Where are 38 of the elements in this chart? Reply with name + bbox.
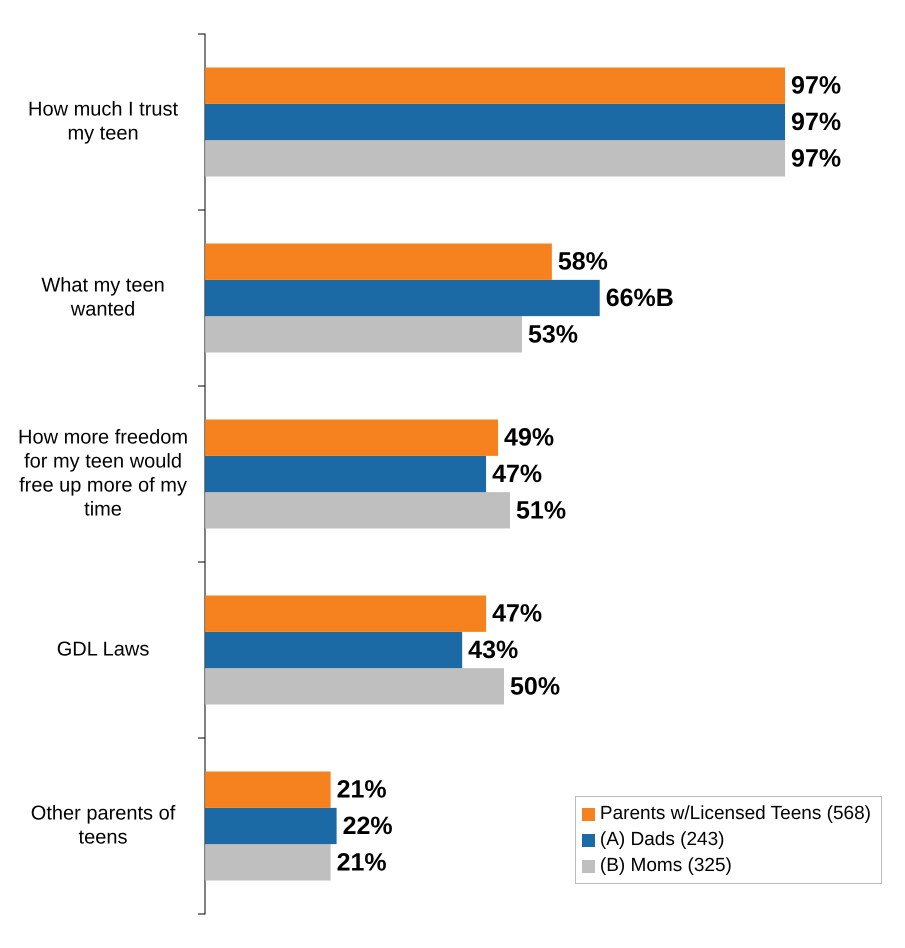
data-label: 47% [492,460,542,488]
bar [205,456,486,492]
data-label: 51% [516,496,566,524]
bar [205,243,552,280]
bar [205,632,462,668]
bar [205,595,486,632]
y-tick-label: Other parents of teens [30,802,176,849]
y-tick-label: GDL Laws [56,638,150,661]
legend-label: (A) Dads (243) [600,828,725,852]
y-tick-label: How more freedom for my teen would free up more of my time [18,426,188,521]
bar [205,104,786,140]
data-label: 47% [492,600,542,628]
y-tick-label: How much I trust my teen [28,98,178,145]
data-label: 22% [342,812,393,840]
bar [205,67,786,104]
legend-label: Parents w/Licensed Teens (568) [600,802,871,826]
bar [205,844,331,881]
data-label: 97% [791,144,842,172]
data-label: 53% [528,320,578,348]
bar [205,419,498,456]
bar [205,280,600,316]
data-label: 97% [791,108,842,136]
data-label: 50% [510,672,560,700]
y-tick-label: What my teen wanted [41,274,165,321]
legend-label: (B) Moms (325) [600,854,732,878]
data-label: 58% [558,248,608,276]
bar [205,492,510,529]
data-label: 21% [336,776,387,804]
bar [205,668,504,705]
bar [205,316,522,353]
data-label: 49% [504,424,554,452]
bar [205,808,337,844]
data-label: 97% [791,72,842,100]
data-label: 21% [336,848,387,876]
bar [205,771,331,808]
data-label: 43% [468,636,518,664]
bar [205,140,786,177]
data-label: 66%B [606,284,674,312]
